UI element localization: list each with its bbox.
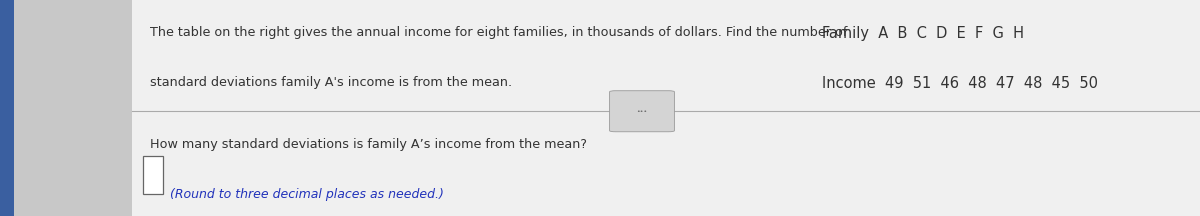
FancyBboxPatch shape (610, 91, 674, 132)
Bar (132, 0, 1200, 216)
Text: (Round to three decimal places as needed.): (Round to three decimal places as needed… (170, 188, 444, 201)
Bar (0, 0, 14, 216)
Text: How many standard deviations is family A’s income from the mean?: How many standard deviations is family A… (150, 138, 587, 151)
Bar (144, 156, 163, 194)
Text: Family  A  B  C  D  E  F  G  H: Family A B C D E F G H (822, 26, 1024, 41)
Text: •••: ••• (636, 109, 648, 114)
Text: The table on the right gives the annual income for eight families, in thousands : The table on the right gives the annual … (150, 26, 847, 39)
Text: standard deviations family A's income is from the mean.: standard deviations family A's income is… (150, 76, 512, 89)
Text: Income  49  51  46  48  47  48  45  50: Income 49 51 46 48 47 48 45 50 (822, 76, 1098, 91)
